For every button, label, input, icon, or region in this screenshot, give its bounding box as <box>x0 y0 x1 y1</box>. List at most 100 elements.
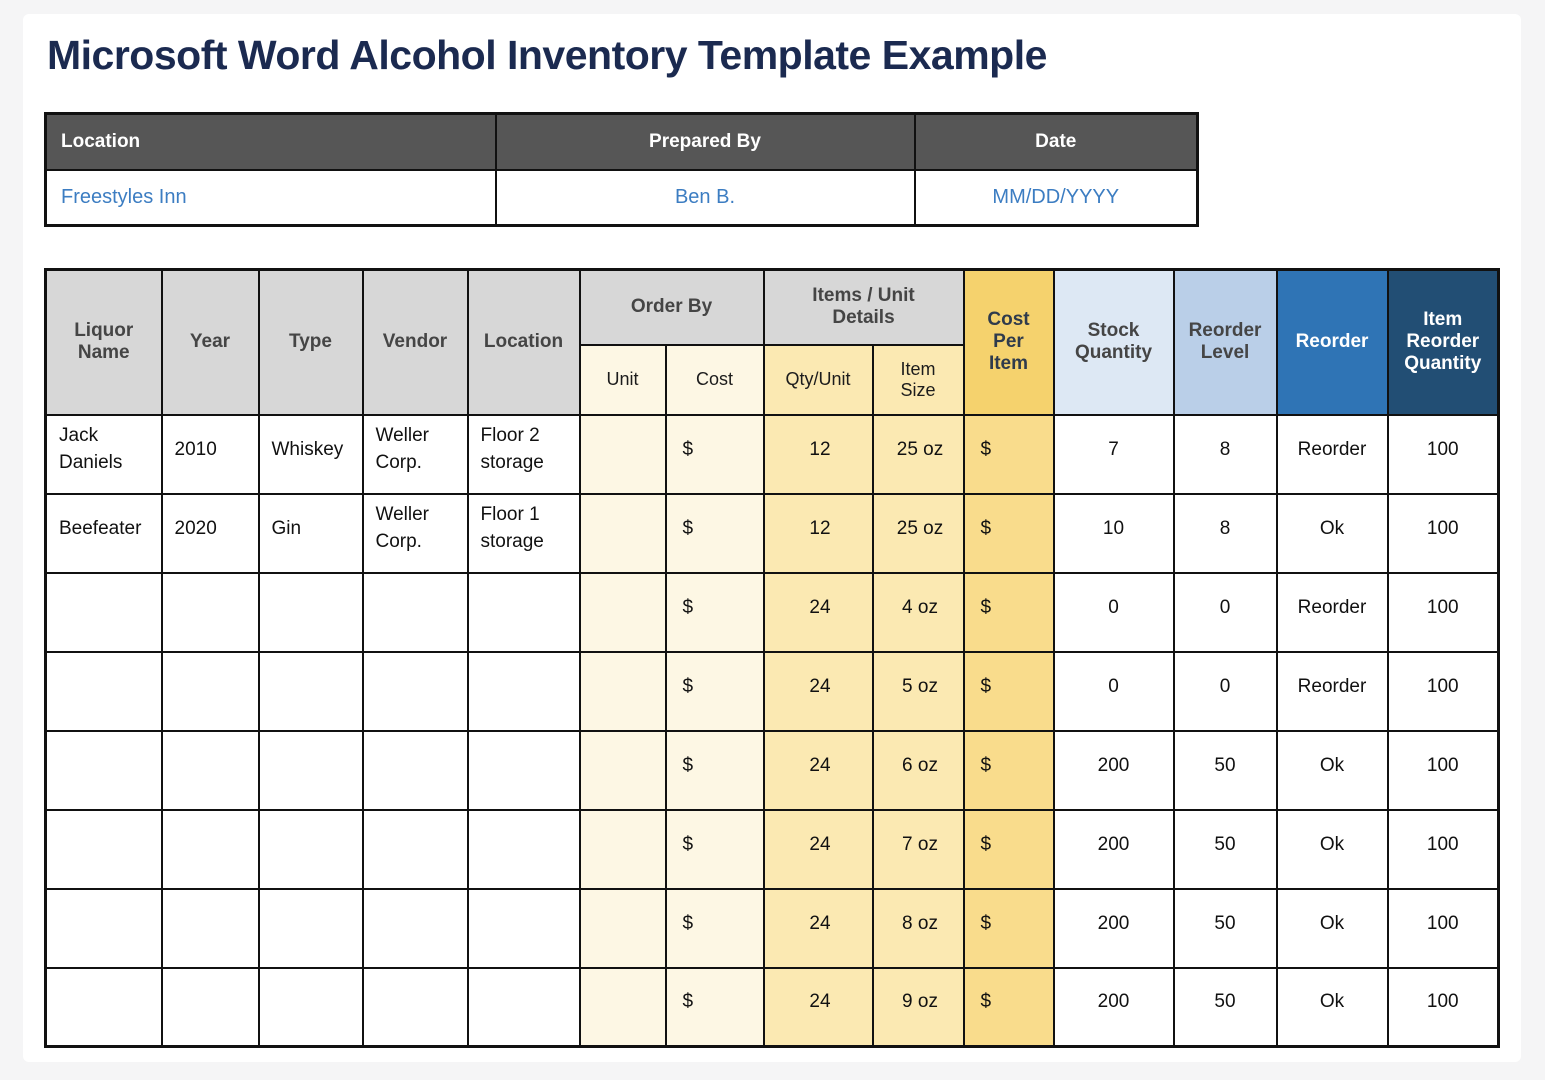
cell-year[interactable] <box>160 808 260 890</box>
cell-cost[interactable]: $ <box>664 808 765 890</box>
cell-item-size[interactable]: 6 oz <box>871 729 965 811</box>
cell-reorder-level[interactable]: 50 <box>1172 729 1278 811</box>
cell-year[interactable] <box>160 966 260 1048</box>
cell-cost-per-item[interactable]: $ <box>962 808 1055 890</box>
cell-cost-per-item[interactable]: $ <box>962 966 1055 1048</box>
date-value-field[interactable]: MM/DD/YYYY <box>913 168 1199 227</box>
cell-qty-unit[interactable]: 12 <box>762 492 874 574</box>
cell-type[interactable] <box>257 887 364 969</box>
cell-cost-per-item[interactable]: $ <box>962 650 1055 732</box>
cell-qty-unit[interactable]: 24 <box>762 571 874 653</box>
cell-liquor-name[interactable]: Jack Daniels <box>44 413 163 495</box>
cell-item-reorder-quantity[interactable]: 100 <box>1386 729 1500 811</box>
cell-cost[interactable]: $ <box>664 966 765 1048</box>
cell-liquor-name[interactable] <box>44 808 163 890</box>
cell-vendor[interactable] <box>361 571 469 653</box>
cell-liquor-name[interactable] <box>44 571 163 653</box>
cell-qty-unit[interactable]: 24 <box>762 729 874 811</box>
cell-item-size[interactable]: 25 oz <box>871 492 965 574</box>
cell-location[interactable] <box>466 650 581 732</box>
cell-item-reorder-quantity[interactable]: 100 <box>1386 413 1500 495</box>
cell-vendor[interactable] <box>361 650 469 732</box>
cell-reorder-level[interactable]: 50 <box>1172 966 1278 1048</box>
cell-item-size[interactable]: 7 oz <box>871 808 965 890</box>
cell-item-reorder-quantity[interactable]: 100 <box>1386 650 1500 732</box>
cell-item-size[interactable]: 8 oz <box>871 887 965 969</box>
cell-cost-per-item[interactable]: $ <box>962 571 1055 653</box>
cell-qty-unit[interactable]: 24 <box>762 966 874 1048</box>
cell-item-size[interactable]: 5 oz <box>871 650 965 732</box>
cell-cost-per-item[interactable]: $ <box>962 729 1055 811</box>
cell-type[interactable] <box>257 729 364 811</box>
cell-reorder-level[interactable]: 0 <box>1172 571 1278 653</box>
cell-vendor[interactable] <box>361 966 469 1048</box>
cell-vendor[interactable] <box>361 729 469 811</box>
cell-type[interactable] <box>257 571 364 653</box>
cell-item-reorder-quantity[interactable]: 100 <box>1386 808 1500 890</box>
cell-liquor-name[interactable] <box>44 966 163 1048</box>
cell-reorder-status[interactable]: Ok <box>1275 887 1389 969</box>
cell-stock-quantity[interactable]: 200 <box>1052 966 1175 1048</box>
cell-stock-quantity[interactable]: 200 <box>1052 808 1175 890</box>
cell-reorder-status[interactable]: Reorder <box>1275 571 1389 653</box>
cell-unit[interactable] <box>578 966 667 1048</box>
cell-item-reorder-quantity[interactable]: 100 <box>1386 966 1500 1048</box>
cell-cost[interactable]: $ <box>664 492 765 574</box>
cell-year[interactable] <box>160 887 260 969</box>
cell-vendor[interactable] <box>361 887 469 969</box>
cell-year[interactable]: 2010 <box>160 413 260 495</box>
cell-location[interactable] <box>466 966 581 1048</box>
cell-reorder-status[interactable]: Ok <box>1275 966 1389 1048</box>
cell-location[interactable] <box>466 571 581 653</box>
cell-cost[interactable]: $ <box>664 650 765 732</box>
cell-item-size[interactable]: 4 oz <box>871 571 965 653</box>
cell-liquor-name[interactable] <box>44 887 163 969</box>
cell-cost-per-item[interactable]: $ <box>962 413 1055 495</box>
cell-vendor[interactable] <box>361 808 469 890</box>
cell-item-reorder-quantity[interactable]: 100 <box>1386 492 1500 574</box>
cell-location[interactable] <box>466 887 581 969</box>
cell-item-reorder-quantity[interactable]: 100 <box>1386 887 1500 969</box>
cell-location[interactable]: Floor 2 storage <box>466 413 581 495</box>
cell-location[interactable] <box>466 808 581 890</box>
cell-reorder-status[interactable]: Ok <box>1275 808 1389 890</box>
cell-reorder-level[interactable]: 50 <box>1172 808 1278 890</box>
cell-year[interactable]: 2020 <box>160 492 260 574</box>
cell-unit[interactable] <box>578 413 667 495</box>
cell-qty-unit[interactable]: 24 <box>762 887 874 969</box>
cell-type[interactable] <box>257 650 364 732</box>
prepared-by-value-field[interactable]: Ben B. <box>494 168 916 227</box>
cell-qty-unit[interactable]: 24 <box>762 650 874 732</box>
cell-liquor-name[interactable] <box>44 650 163 732</box>
cell-reorder-level[interactable]: 8 <box>1172 492 1278 574</box>
cell-item-size[interactable]: 9 oz <box>871 966 965 1048</box>
cell-reorder-level[interactable]: 8 <box>1172 413 1278 495</box>
cell-unit[interactable] <box>578 729 667 811</box>
cell-cost[interactable]: $ <box>664 413 765 495</box>
cell-year[interactable] <box>160 650 260 732</box>
cell-stock-quantity[interactable]: 200 <box>1052 887 1175 969</box>
cell-cost[interactable]: $ <box>664 729 765 811</box>
cell-cost[interactable]: $ <box>664 571 765 653</box>
cell-vendor[interactable]: Weller Corp. <box>361 492 469 574</box>
cell-reorder-level[interactable]: 0 <box>1172 650 1278 732</box>
cell-stock-quantity[interactable]: 10 <box>1052 492 1175 574</box>
cell-liquor-name[interactable] <box>44 729 163 811</box>
cell-cost-per-item[interactable]: $ <box>962 887 1055 969</box>
cell-stock-quantity[interactable]: 7 <box>1052 413 1175 495</box>
cell-cost-per-item[interactable]: $ <box>962 492 1055 574</box>
cell-qty-unit[interactable]: 12 <box>762 413 874 495</box>
cell-item-reorder-quantity[interactable]: 100 <box>1386 571 1500 653</box>
cell-reorder-level[interactable]: 50 <box>1172 887 1278 969</box>
cell-cost[interactable]: $ <box>664 887 765 969</box>
cell-qty-unit[interactable]: 24 <box>762 808 874 890</box>
cell-reorder-status[interactable]: Ok <box>1275 729 1389 811</box>
cell-unit[interactable] <box>578 887 667 969</box>
cell-stock-quantity[interactable]: 0 <box>1052 650 1175 732</box>
cell-reorder-status[interactable]: Reorder <box>1275 413 1389 495</box>
cell-year[interactable] <box>160 729 260 811</box>
location-value-field[interactable]: Freestyles Inn <box>44 168 497 227</box>
cell-type[interactable]: Whiskey <box>257 413 364 495</box>
cell-year[interactable] <box>160 571 260 653</box>
cell-unit[interactable] <box>578 571 667 653</box>
